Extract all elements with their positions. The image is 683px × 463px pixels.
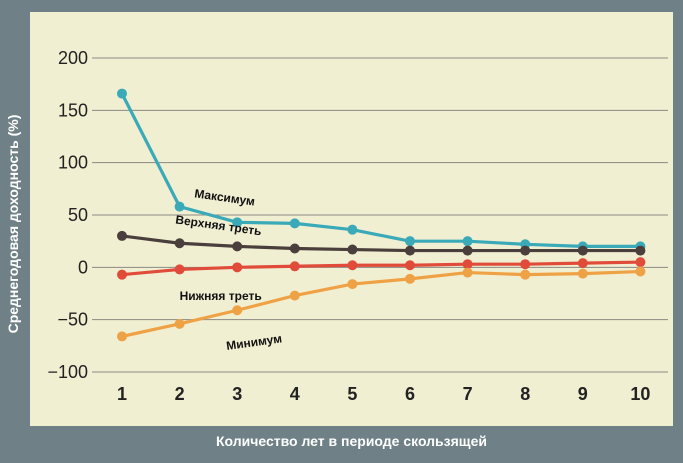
data-point: [117, 331, 127, 342]
series-line: [120, 260, 643, 277]
data-point: [117, 88, 127, 99]
x-tick-label: 4: [290, 384, 300, 404]
data-point: [117, 269, 127, 280]
data-point: [289, 218, 300, 229]
y-tick-label: 50: [68, 205, 88, 225]
series-annotation: Минимум: [225, 331, 283, 353]
data-point: [347, 244, 358, 255]
data-point: [405, 236, 415, 247]
data-point: [347, 224, 358, 235]
data-point: [635, 266, 646, 277]
data-point: [232, 217, 243, 228]
data-point: [174, 201, 185, 212]
x-tick-label: 6: [405, 384, 415, 404]
data-point: [232, 262, 243, 273]
data-point: [462, 259, 473, 270]
data-point: [347, 279, 358, 290]
y-tick-label: 100: [58, 153, 88, 173]
data-point: [577, 245, 588, 256]
series-annotation: Нижняя треть: [180, 289, 262, 303]
series-line: [120, 269, 643, 339]
data-point: [635, 245, 646, 256]
x-tick-label: 3: [232, 384, 242, 404]
x-tick-label: 1: [117, 384, 127, 404]
data-point: [462, 236, 473, 247]
y-tick-label: −100: [47, 362, 88, 382]
data-point: [232, 241, 243, 252]
data-point: [117, 230, 127, 241]
data-point: [232, 305, 243, 316]
data-point: [174, 264, 185, 275]
data-point: [405, 273, 415, 284]
x-tick-label: 2: [175, 384, 185, 404]
data-point: [520, 259, 531, 270]
data-point: [405, 260, 415, 271]
series-line: [120, 234, 643, 253]
data-point: [462, 267, 473, 278]
data-point: [174, 318, 185, 329]
data-point: [577, 258, 588, 269]
x-axis-label: Количество лет в периоде скользящей: [215, 433, 487, 449]
data-point: [520, 269, 531, 280]
x-tick-label: 8: [520, 384, 530, 404]
data-point: [174, 238, 185, 249]
data-point: [405, 245, 415, 256]
y-tick-label: 150: [58, 100, 88, 120]
y-tick-label: 0: [78, 257, 88, 277]
x-tick-label: 7: [463, 384, 473, 404]
data-point: [635, 257, 646, 268]
data-point: [462, 245, 473, 256]
y-tick-label: −50: [57, 310, 88, 330]
data-point: [520, 245, 531, 256]
data-point: [289, 290, 300, 301]
data-point: [289, 243, 300, 254]
x-tick-label: 9: [578, 384, 588, 404]
y-tick-label: 200: [58, 48, 88, 68]
data-point: [577, 268, 588, 279]
data-point: [347, 260, 358, 271]
x-tick-label: 10: [630, 384, 650, 404]
x-tick-label: 5: [347, 384, 357, 404]
series-line: [120, 91, 643, 248]
series-annotation: Максимум: [194, 186, 256, 208]
data-point: [289, 261, 300, 272]
plot-panel: [30, 12, 673, 426]
y-axis-label: Среднегодовая доходность (%): [5, 114, 21, 334]
